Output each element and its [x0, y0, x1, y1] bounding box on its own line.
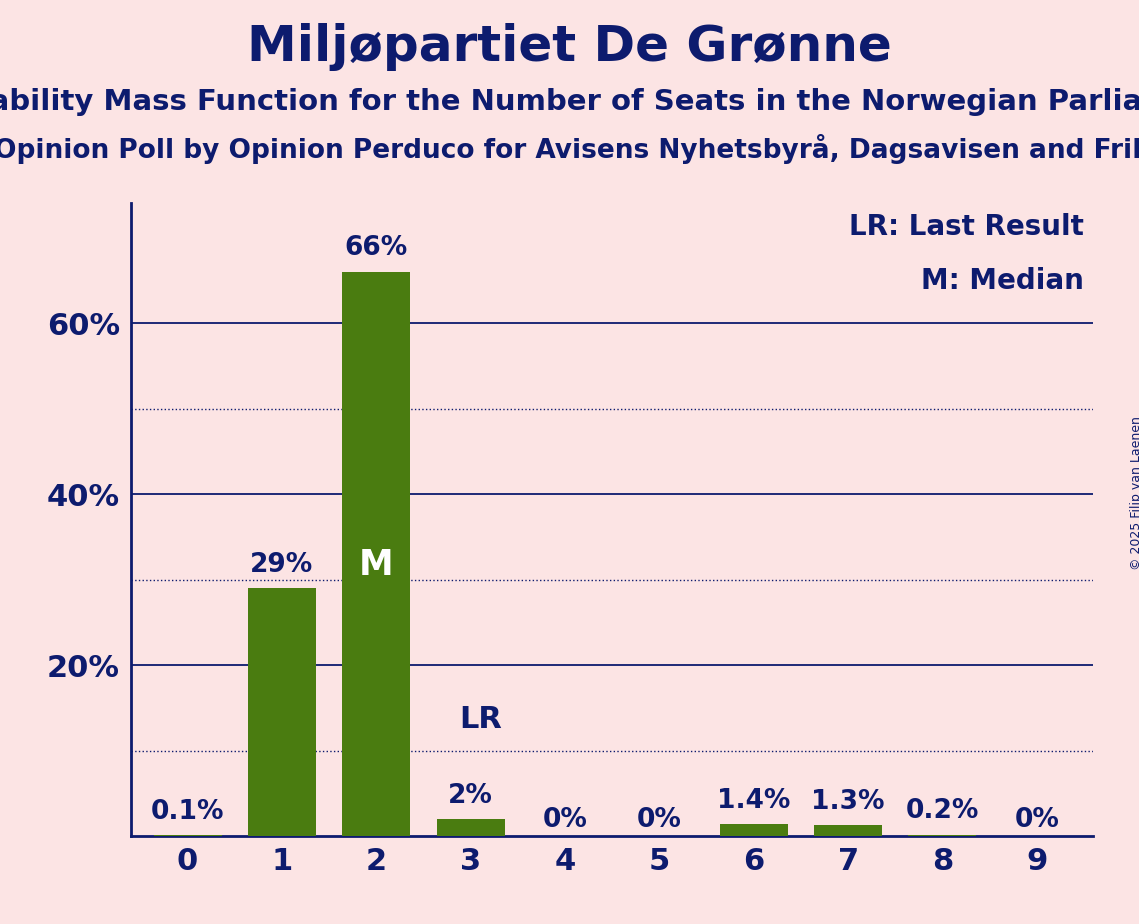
Text: M: M [359, 548, 394, 582]
Bar [909, 834, 976, 836]
Text: 0%: 0% [637, 807, 682, 833]
Bar [248, 589, 316, 836]
Bar [436, 819, 505, 836]
Text: © 2025 Filip van Laenen: © 2025 Filip van Laenen [1130, 416, 1139, 570]
Text: 0.1%: 0.1% [150, 799, 224, 825]
Text: M: Median: M: Median [921, 266, 1084, 295]
Bar [343, 272, 410, 836]
Text: 0.2%: 0.2% [906, 798, 980, 824]
Bar [814, 825, 882, 836]
Text: Miljøpartiet De Grønne: Miljøpartiet De Grønne [247, 23, 892, 71]
Text: 1.3%: 1.3% [811, 789, 885, 815]
Text: 2%: 2% [449, 783, 493, 808]
Text: Probability Mass Function for the Number of Seats in the Norwegian Parliament: Probability Mass Function for the Number… [0, 88, 1139, 116]
Text: Opinion Poll by Opinion Perduco for Avisens Nyhetsbyrå, Dagsavisen and FriFagbev: Opinion Poll by Opinion Perduco for Avis… [0, 134, 1139, 164]
Text: LR: Last Result: LR: Last Result [849, 213, 1084, 241]
Text: LR: LR [459, 705, 502, 734]
Text: 0%: 0% [1015, 807, 1059, 833]
Text: 1.4%: 1.4% [718, 788, 790, 814]
Text: 66%: 66% [345, 236, 408, 261]
Text: 29%: 29% [251, 552, 313, 578]
Text: 0%: 0% [542, 807, 588, 833]
Bar [720, 824, 788, 836]
